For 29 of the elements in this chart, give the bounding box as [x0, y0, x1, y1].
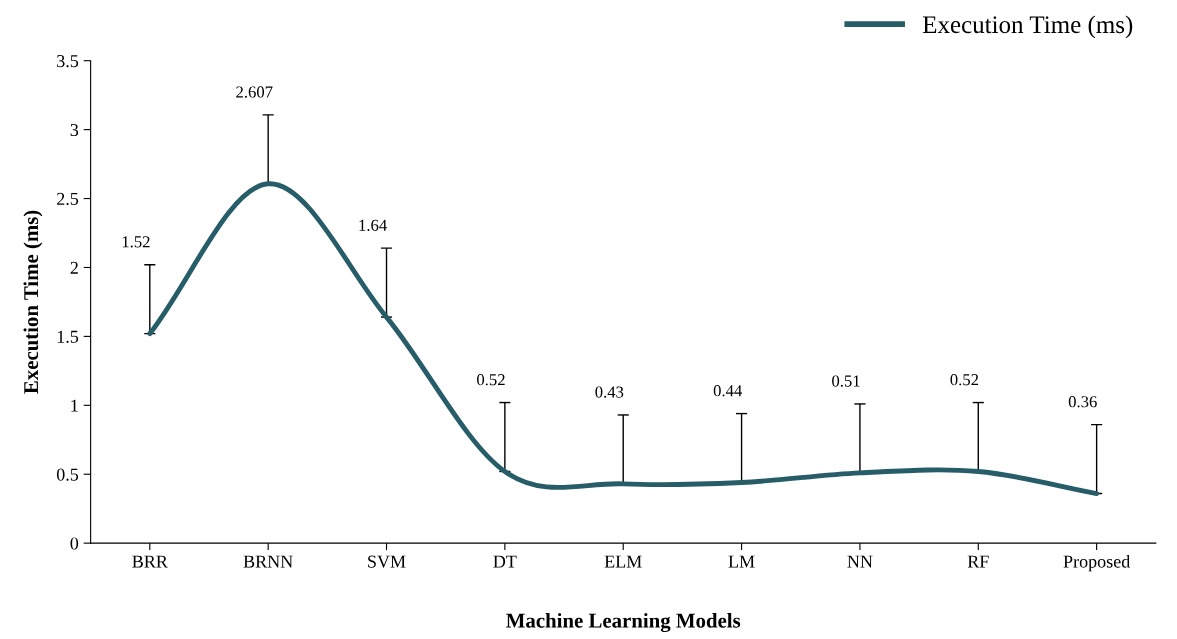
- x-tick-label: ELM: [604, 555, 642, 568]
- x-tick-label: BRR: [132, 555, 168, 568]
- x-tick-label: Proposed: [1063, 554, 1131, 572]
- annotation: 0.51: [832, 375, 860, 387]
- y-tick-label: 3: [70, 123, 79, 137]
- y-tick-label: 1.5: [57, 330, 79, 343]
- annotation: 2.607: [236, 86, 273, 98]
- y-tick-label: 3.5: [57, 55, 79, 68]
- y-tick-label: 1: [71, 399, 78, 412]
- y-tick-label: 2: [70, 261, 78, 274]
- x-tick-label: SVM: [368, 555, 406, 568]
- annotation: 0.44: [713, 385, 743, 397]
- y-tick-label: 2.5: [57, 192, 79, 206]
- x-tick-label: BRNN: [243, 555, 293, 568]
- annotation: 0.52: [950, 374, 979, 386]
- legend-label: Execution Time (ms): [922, 15, 1133, 39]
- y-axis-title: Execution Time (ms): [23, 210, 43, 394]
- annotation: 0.43: [595, 386, 624, 398]
- annotation: 1.52: [122, 236, 150, 248]
- x-axis-title: Machine Learning Models: [506, 613, 741, 633]
- x-tick-label: RF: [967, 555, 989, 568]
- annotation: 0.52: [477, 374, 505, 386]
- y-tick-label: 0: [70, 537, 79, 550]
- x-tick-label: NN: [847, 555, 873, 568]
- annotation: 1.64: [359, 219, 387, 231]
- x-tick-label: LM: [728, 555, 755, 568]
- annotation: 0.36: [1068, 396, 1097, 408]
- y-tick-label: 0.5: [56, 468, 79, 481]
- x-tick-label: DT: [493, 555, 517, 568]
